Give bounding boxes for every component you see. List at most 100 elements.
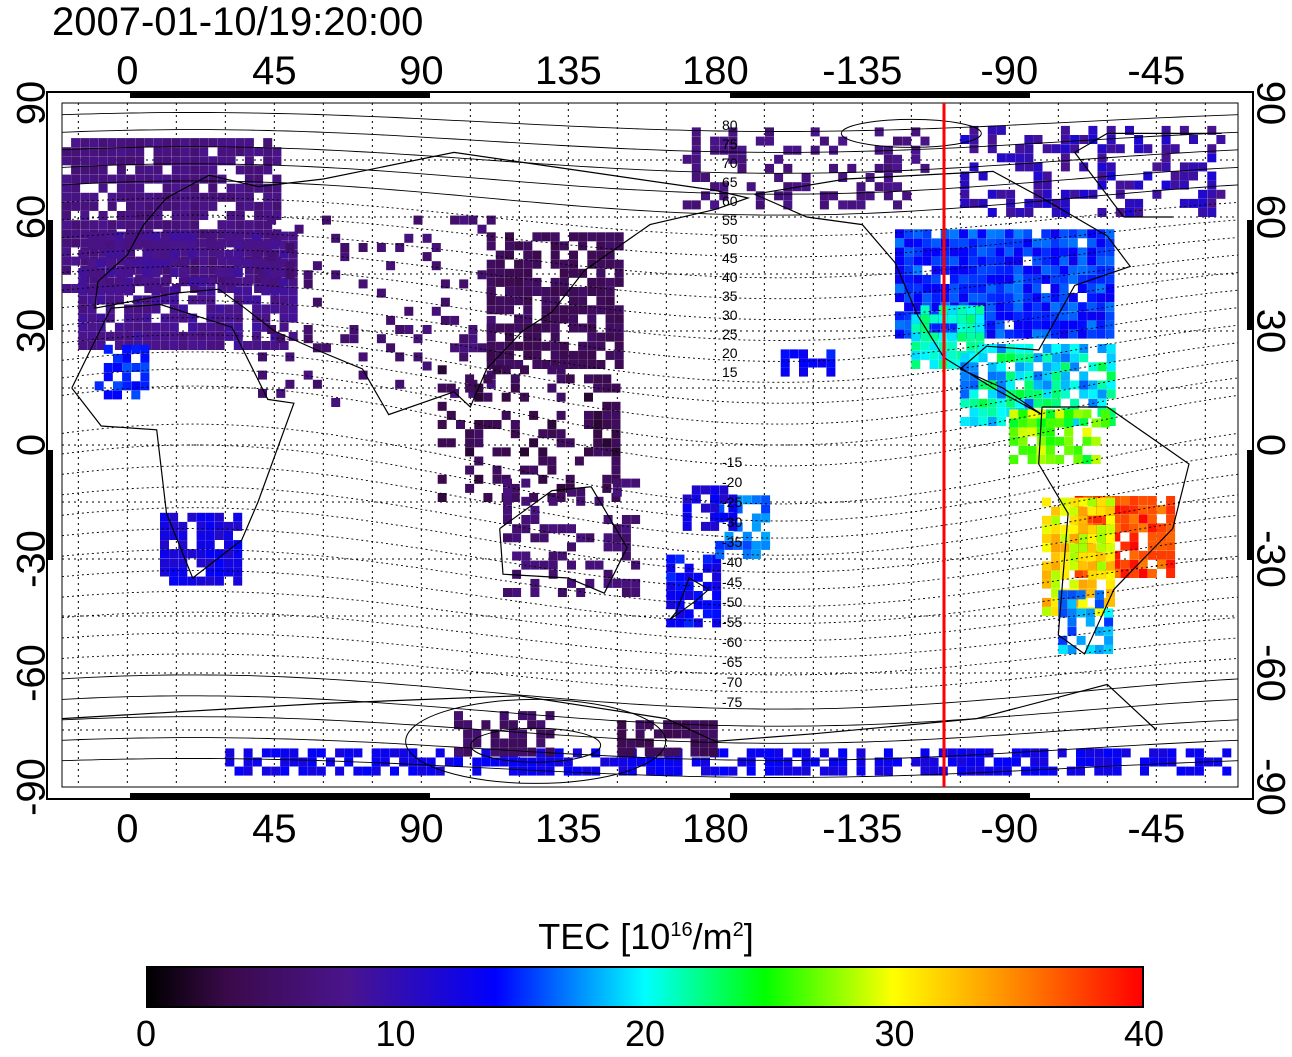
- tec-cell: [605, 250, 615, 260]
- tec-cell: [966, 766, 976, 776]
- tec-cell: [550, 360, 560, 369]
- tec-cell: [254, 220, 264, 230]
- tec-cell: [1112, 766, 1122, 776]
- tec-cell: [205, 512, 215, 522]
- tec-cell: [959, 284, 968, 293]
- tec-cell: [162, 156, 172, 166]
- tec-cell: [987, 407, 997, 417]
- tec-cell: [252, 331, 262, 341]
- tec-cell: [1134, 180, 1144, 190]
- tec-cell: [215, 331, 225, 341]
- tec-cell: [614, 232, 624, 242]
- tec-cell: [1058, 635, 1068, 645]
- tec-cell: [89, 156, 99, 166]
- tec-cell: [1067, 599, 1077, 609]
- tec-cell: [190, 256, 200, 266]
- tec-cell: [1078, 552, 1088, 562]
- tec-cell: [584, 374, 593, 384]
- tec-cell: [883, 173, 893, 182]
- tec-cell: [968, 265, 978, 275]
- tec-cell: [1045, 427, 1055, 437]
- tec-cell: [133, 240, 143, 250]
- tec-cell: [270, 231, 280, 241]
- tec-cell: [113, 363, 122, 372]
- tec-cell: [178, 331, 188, 341]
- tec-cell: [1161, 135, 1171, 144]
- tec-cell: [503, 515, 512, 524]
- tec-cell: [1157, 523, 1166, 533]
- tec-cell: [1068, 247, 1078, 257]
- tec-cell: [1024, 153, 1034, 163]
- tec-cell: [1060, 208, 1070, 217]
- tec-cell: [162, 265, 172, 275]
- tec-cell: [153, 192, 163, 202]
- tec-cell: [690, 729, 700, 739]
- tec-cell: [270, 258, 280, 268]
- tec-cell: [224, 313, 234, 323]
- tec-cell: [252, 313, 262, 323]
- tec-cell: [518, 738, 527, 748]
- tec-cell: [126, 201, 135, 211]
- tec-cell: [826, 349, 836, 359]
- tec-cell: [486, 323, 496, 333]
- tec-cell: [472, 729, 482, 739]
- tec-cell: [187, 576, 197, 586]
- tec-cell: [521, 524, 531, 534]
- tec-cell: [1166, 541, 1176, 551]
- tec-cell: [303, 370, 313, 380]
- tec-cell: [523, 296, 533, 306]
- tec-cell: [358, 243, 368, 252]
- tec-cell: [1097, 144, 1107, 154]
- tec-map: 8075706560555045403530252015-15-20-25-30…: [10, 49, 1292, 851]
- coastline: [1038, 406, 1190, 655]
- tec-cell: [693, 572, 703, 582]
- tec-cell: [1073, 409, 1083, 419]
- y-axis-left-label: -30: [10, 530, 54, 588]
- tec-cell: [920, 766, 930, 776]
- tec-cell: [349, 325, 359, 334]
- tec-cell: [1138, 559, 1148, 569]
- tec-cell: [160, 249, 170, 259]
- tec-cell: [1125, 208, 1134, 217]
- contour-label: -65: [722, 654, 742, 670]
- tec-cell: [505, 323, 514, 333]
- tec-cell: [1032, 311, 1042, 321]
- tec-cell: [160, 331, 170, 341]
- tec-cell: [1105, 284, 1115, 293]
- tec-cell: [996, 407, 1006, 417]
- contour-line: [61, 423, 1239, 505]
- tec-cell: [609, 757, 619, 767]
- tec-cell: [911, 360, 921, 369]
- tec-cell: [655, 766, 665, 776]
- tec-cell: [783, 191, 793, 201]
- tec-cell: [151, 240, 161, 250]
- tec-cell: [1050, 265, 1060, 275]
- tec-cell: [133, 277, 143, 287]
- tec-cell: [617, 747, 627, 757]
- tec-cell: [922, 256, 932, 266]
- tec-cell: [131, 344, 141, 354]
- tec-cell: [87, 295, 97, 305]
- tec-cell: [826, 358, 836, 368]
- tec-cell: [206, 322, 216, 332]
- contour-line: [61, 695, 1239, 727]
- tec-cell: [188, 341, 198, 350]
- tec-cell: [1096, 238, 1106, 248]
- tec-cell: [1039, 757, 1049, 767]
- tec-cell: [78, 249, 88, 259]
- tec-cell: [413, 215, 423, 225]
- tec-cell: [62, 156, 71, 166]
- tec-cell: [114, 331, 124, 341]
- tec-cell: [682, 154, 692, 164]
- tec-cell: [1009, 409, 1019, 419]
- tec-cell: [199, 256, 209, 266]
- tec-cell: [492, 447, 502, 457]
- tec-cell: [89, 247, 99, 257]
- tec-cell: [1170, 171, 1180, 181]
- tec-cell: [217, 156, 227, 166]
- tec-cell: [691, 173, 701, 182]
- tec-cell: [1079, 135, 1089, 144]
- tec-cell: [1091, 418, 1101, 428]
- tec-cell: [1103, 748, 1113, 758]
- tec-cell: [1013, 284, 1023, 293]
